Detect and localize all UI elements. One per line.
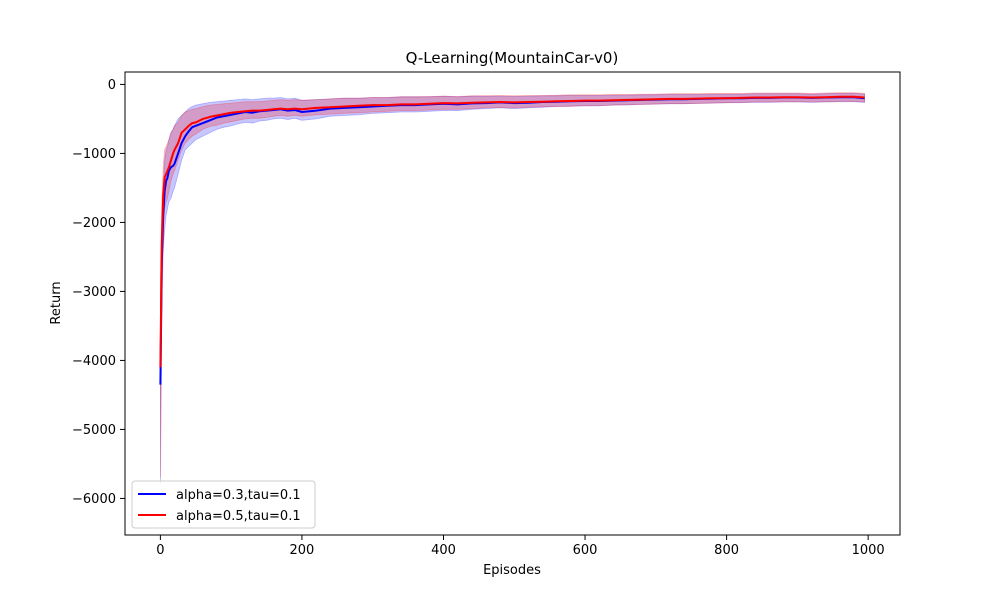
x-tick-label: 600: [573, 543, 598, 558]
x-axis-label: Episodes: [483, 563, 541, 578]
band-series-2: [160, 92, 865, 478]
series-lines: [159, 95, 865, 385]
y-tick-label: −2000: [72, 216, 116, 231]
confidence-bands: [160, 92, 865, 485]
band-series-1: [160, 93, 865, 485]
y-tick-label: −5000: [72, 423, 116, 438]
y-tick-label: −1000: [72, 147, 116, 162]
y-axis-ticks: 0 −1000 −2000 −3000 −4000 −5000 −6000: [72, 78, 125, 507]
x-tick-label: 200: [290, 543, 315, 558]
legend-box: [131, 480, 316, 529]
x-tick-label: 400: [431, 543, 456, 558]
x-tick-label: 1000: [852, 543, 885, 558]
x-axis-ticks: 0 200 400 600 800 1000: [156, 535, 885, 558]
y-tick-label: −6000: [72, 492, 116, 507]
y-axis-label: Return: [49, 281, 64, 324]
x-tick-label: 0: [156, 543, 164, 558]
legend-label-series-2: alpha=0.5,tau=0.1: [176, 509, 301, 524]
y-tick-label: −3000: [72, 285, 116, 300]
y-tick-label: −4000: [72, 354, 116, 369]
y-tick-label: 0: [108, 78, 116, 93]
x-tick-label: 800: [714, 543, 739, 558]
legend-label-series-1: alpha=0.3,tau=0.1: [176, 488, 301, 503]
line-series-2: [159, 95, 865, 368]
chart-title: Q-Learning(MountainCar-v0): [406, 49, 619, 67]
plot-area-frame: [124, 71, 901, 536]
legend: alpha=0.3,tau=0.1 alpha=0.5,tau=0.1: [131, 480, 316, 529]
